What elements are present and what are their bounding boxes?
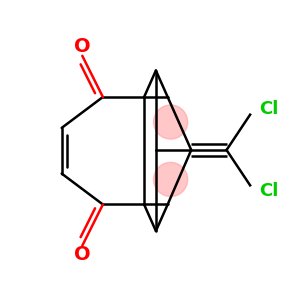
- Circle shape: [154, 162, 188, 196]
- Circle shape: [154, 105, 188, 139]
- Text: O: O: [74, 38, 91, 56]
- Text: Cl: Cl: [259, 100, 278, 118]
- Text: Cl: Cl: [259, 182, 278, 200]
- Text: O: O: [74, 245, 91, 264]
